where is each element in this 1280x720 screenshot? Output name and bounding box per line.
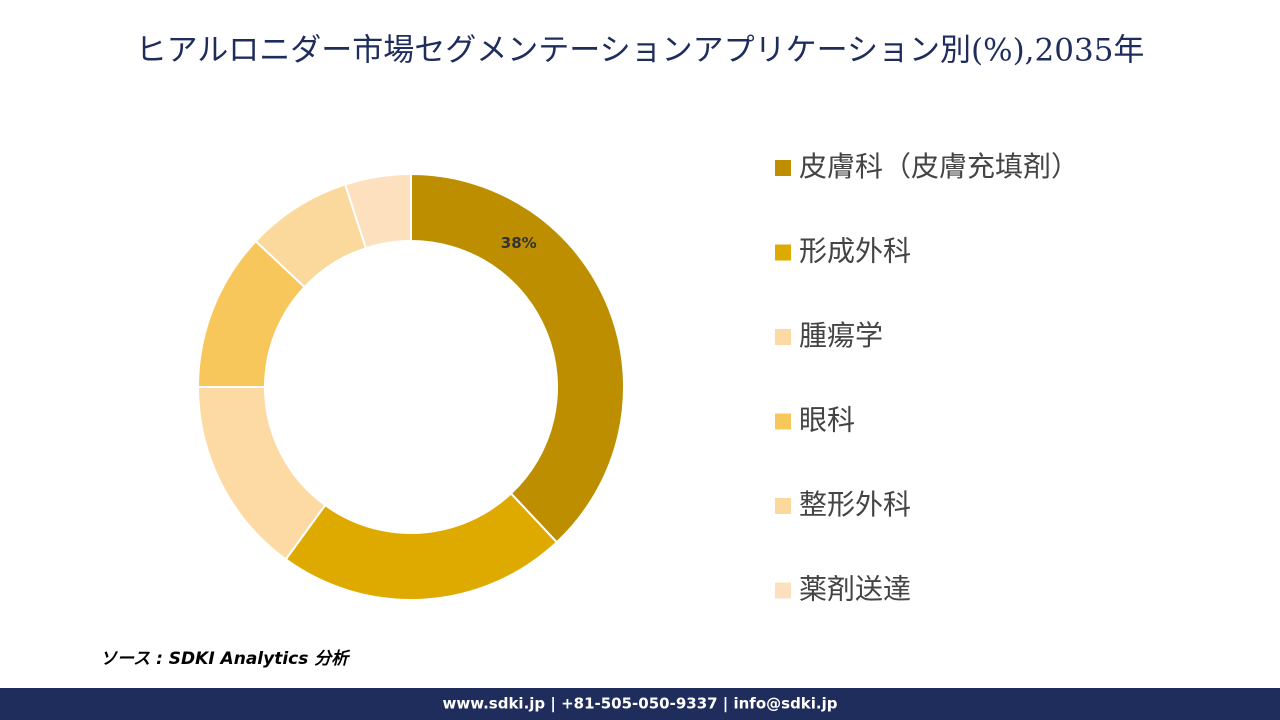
legend-swatch <box>775 160 791 176</box>
legend-swatch <box>775 498 791 514</box>
source: ソース : SDKI Analytics 分析 <box>100 649 351 669</box>
data-label: 38% <box>501 234 537 252</box>
chart-title: ヒアルロニダー市場セグメンテーションアプリケーション別(%),2035年 <box>136 33 1145 69</box>
legend-label: 薬剤送達 <box>799 573 911 606</box>
legend-swatch <box>775 582 791 599</box>
legend-label: 腫瘍学 <box>799 319 883 352</box>
footer-bar <box>0 688 1280 720</box>
legend-label: 形成外科 <box>799 235 911 268</box>
legend-swatch <box>775 413 791 430</box>
donut-segment <box>284 492 559 601</box>
donut-segment <box>343 172 412 250</box>
legend-swatch <box>775 244 791 261</box>
donut-segment <box>410 172 625 544</box>
legend-label: 整形外科 <box>799 488 911 521</box>
footer: www.sdki.jp | +81-505-050-9337 | info@sd… <box>442 695 837 714</box>
legend-swatch <box>775 329 791 345</box>
legend-label: 皮膚科（皮膚充填剤） <box>799 150 1079 183</box>
legend-label: 眼科 <box>799 404 855 437</box>
